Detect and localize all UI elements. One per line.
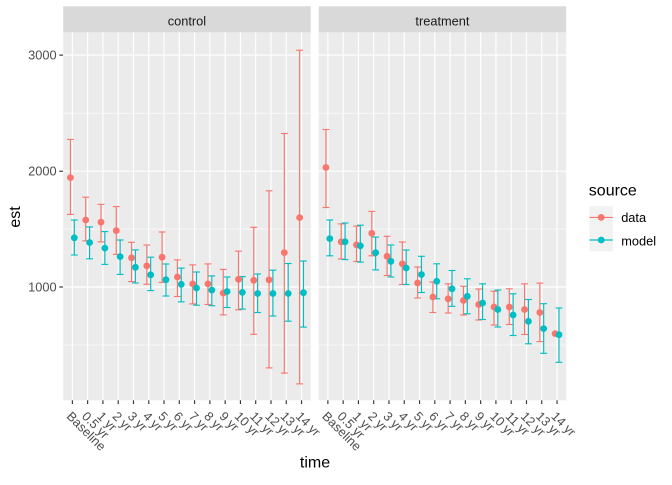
svg-text:model: model <box>621 234 656 249</box>
svg-text:treatment: treatment <box>415 14 470 29</box>
svg-text:est: est <box>7 206 24 228</box>
svg-text:2000: 2000 <box>28 164 56 179</box>
svg-text:1000: 1000 <box>28 279 56 294</box>
svg-text:time: time <box>300 455 330 472</box>
svg-text:3000: 3000 <box>28 48 56 63</box>
svg-text:source: source <box>589 183 637 200</box>
svg-text:control: control <box>168 14 206 29</box>
svg-text:data: data <box>621 210 647 225</box>
